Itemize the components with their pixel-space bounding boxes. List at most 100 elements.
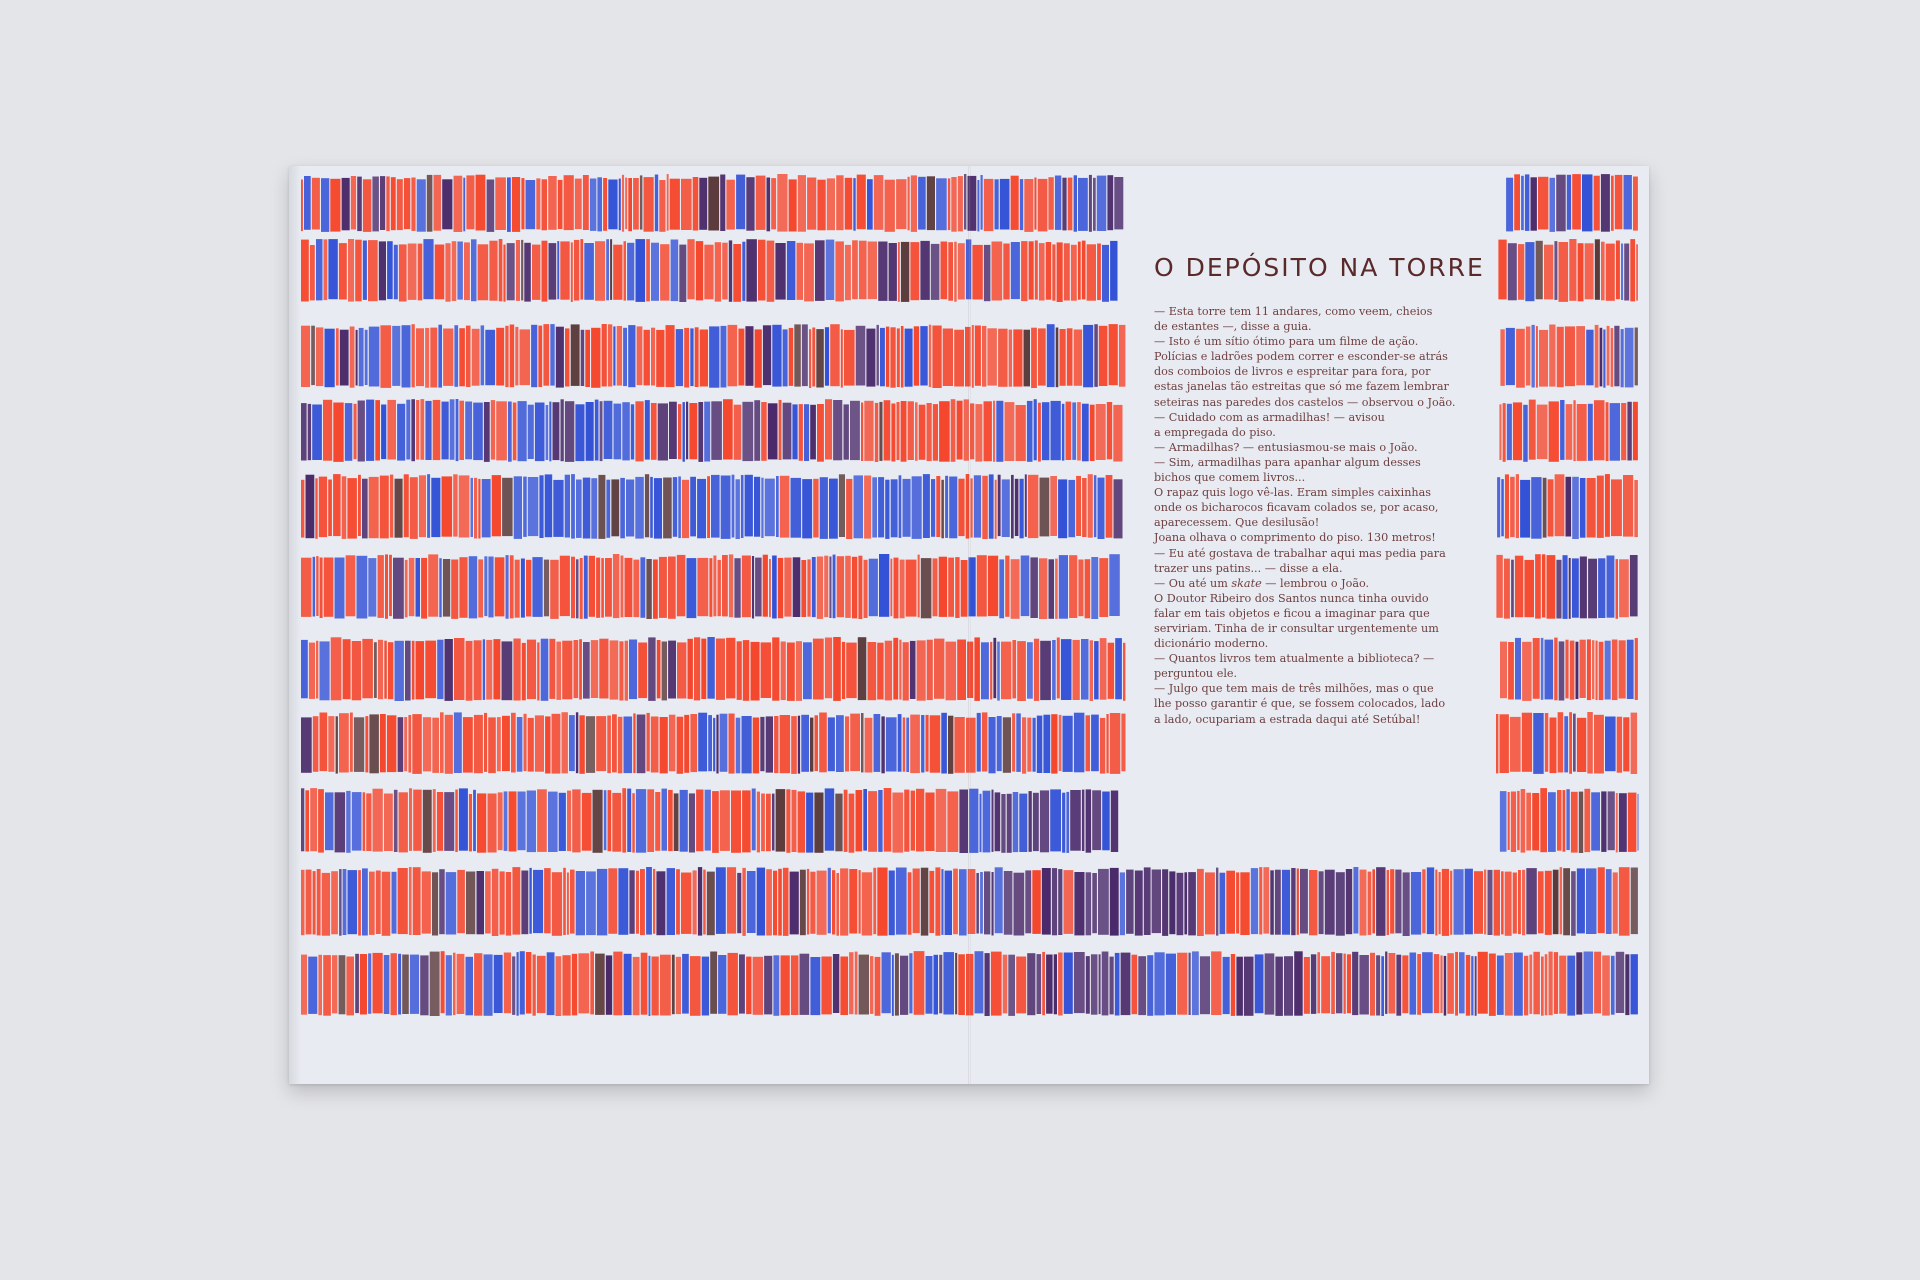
book-spine-mark [1517, 790, 1520, 851]
book-spine-mark [1515, 474, 1519, 539]
book-spine-mark [394, 478, 403, 538]
book-spine-mark [912, 868, 920, 934]
book-spine-mark [1533, 951, 1540, 1015]
book-spine-mark [498, 239, 503, 302]
book-spine-mark [676, 716, 684, 774]
book-spine-mark [487, 793, 497, 853]
book-spine-mark [957, 243, 965, 300]
book-spine-mark [704, 401, 711, 462]
book-spine-mark [1019, 179, 1024, 231]
book-spine-mark [1614, 174, 1623, 230]
book-spine-mark [484, 712, 488, 772]
book-spine-mark [342, 639, 351, 700]
book-spine-mark [1523, 955, 1529, 1016]
book-spine-mark [335, 716, 338, 774]
book-spine-mark [1058, 714, 1062, 771]
book-spine-mark [387, 642, 394, 700]
book-spine-mark [762, 325, 772, 386]
book-spine-mark [1010, 242, 1020, 300]
book-spine-mark [1565, 476, 1572, 537]
book-spine-mark [1002, 717, 1011, 773]
book-spine-mark [418, 475, 426, 538]
book-spine-mark [440, 712, 444, 773]
book-spine-mark [1506, 403, 1512, 461]
book-spine-mark [412, 714, 422, 774]
book-spine-mark [1107, 642, 1115, 699]
book-spine-mark [444, 714, 453, 774]
book-spine-mark [398, 244, 407, 302]
book-spine-mark [1143, 867, 1151, 935]
book-spine-mark [575, 404, 585, 462]
book-spine-mark [849, 869, 858, 934]
book-spine-mark [1556, 174, 1566, 232]
book-spine-mark [1594, 714, 1604, 774]
book-spine-mark [872, 477, 877, 538]
book-spine-mark [387, 241, 393, 300]
book-spine-mark [1068, 479, 1076, 538]
book-spine-mark [532, 954, 536, 1016]
book-spine-mark [527, 717, 534, 772]
book-spine-mark [412, 867, 421, 935]
book-spine-mark [660, 244, 670, 301]
book-spine-mark [1541, 956, 1544, 1016]
book-spine-mark [653, 559, 658, 619]
book-spine-mark [1615, 240, 1620, 300]
book-spine-mark [1575, 641, 1579, 699]
book-spine-mark [792, 404, 798, 460]
book-spine-mark [772, 637, 780, 701]
book-spine-mark [338, 243, 347, 300]
book-spine-mark [676, 554, 686, 617]
book-spine-mark [599, 401, 603, 462]
book-spine-mark [858, 870, 861, 934]
book-spine-mark [773, 870, 778, 936]
book-spine-mark [515, 240, 520, 301]
book-spine-mark [1559, 867, 1563, 935]
book-spine-mark [351, 792, 362, 851]
book-spine-mark [744, 474, 753, 537]
book-spine-mark [1093, 177, 1096, 231]
book-spine-mark [1554, 637, 1558, 701]
book-spine-mark [1120, 952, 1131, 1016]
book-spine-mark [607, 715, 611, 774]
book-spine-mark [620, 477, 625, 539]
book-spine-mark [1569, 640, 1575, 700]
book-spine-mark [606, 239, 609, 301]
book-spine-mark [1615, 559, 1618, 619]
book-spine-mark [368, 476, 379, 539]
book-spine-mark [916, 640, 926, 701]
book-spine-mark [1085, 872, 1092, 936]
book-spine-mark [740, 475, 744, 538]
book-spine-mark [564, 474, 570, 538]
book-spine-mark [1048, 177, 1054, 230]
book-spine-mark [678, 404, 682, 460]
book-spine-mark [1028, 791, 1032, 852]
book-spine-mark [438, 324, 442, 388]
book-spine-mark [617, 716, 623, 774]
book-spine-mark [548, 243, 557, 300]
book-spine-mark [1422, 869, 1426, 934]
book-spine-mark [690, 714, 698, 773]
book-spine-mark [335, 328, 339, 386]
book-spine-mark [628, 178, 632, 232]
book-spine-mark [1619, 559, 1629, 618]
book-spine-mark [1471, 956, 1474, 1016]
book-spine-mark [957, 639, 966, 700]
book-spine-mark [445, 955, 452, 1016]
book-spine-mark [819, 712, 827, 773]
book-spine-mark [1557, 712, 1564, 773]
book-spine-mark [1147, 955, 1154, 1016]
book-spine-mark [357, 176, 362, 232]
book-spine-mark [598, 474, 606, 539]
book-spine-mark [1102, 244, 1109, 302]
book-spine-mark [1601, 241, 1605, 301]
book-spine-mark [983, 401, 992, 462]
book-spine-mark [1496, 714, 1499, 774]
book-spine-mark [1586, 868, 1597, 934]
book-spine-mark [1620, 329, 1624, 388]
book-spine-mark [312, 716, 319, 772]
book-spine-mark [1605, 716, 1616, 772]
book-spine-mark [1119, 872, 1125, 936]
book-spine-mark [936, 178, 947, 231]
book-spine-mark [687, 239, 695, 300]
book-spine-mark [537, 642, 540, 701]
